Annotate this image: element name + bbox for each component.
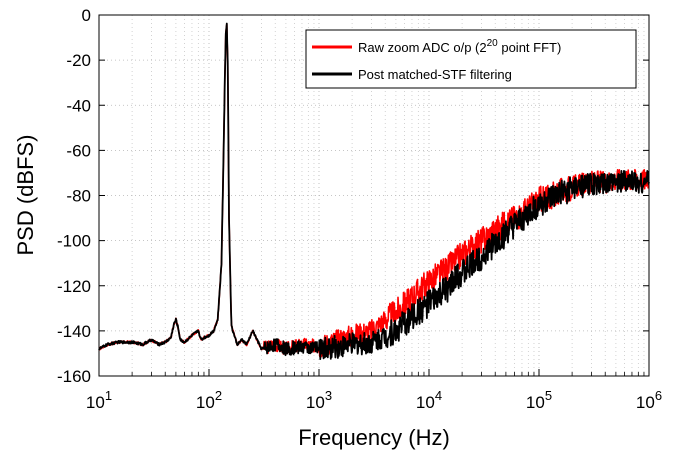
x-tick-label-exponent: 4	[435, 388, 442, 403]
series-post-matched-stf	[98, 22, 650, 360]
x-tick-label-base: 10	[526, 393, 545, 412]
x-tick-label-base: 10	[306, 393, 325, 412]
legend-box	[305, 29, 637, 89]
legend-label-raw-suffix: point FFT)	[498, 40, 562, 55]
y-tick-label: -120	[57, 277, 91, 296]
x-axis-label: Frequency (Hz)	[298, 425, 450, 450]
x-tick-label-exponent: 3	[325, 388, 332, 403]
x-tick-label: 105	[526, 388, 552, 412]
legend-label-raw-sup: 20	[487, 38, 499, 49]
x-tick-label-base: 10	[196, 393, 215, 412]
x-tick-label: 102	[196, 388, 222, 412]
ticks: 101 102 103 104 105 1060-20-40-60-80-100-120-…	[57, 6, 662, 412]
y-tick-label: -60	[66, 141, 91, 160]
x-tick-label-exponent: 2	[215, 388, 222, 403]
x-tick-label-exponent: 1	[105, 388, 112, 403]
legend-label-raw: Raw zoom ADC o/p (220 point FFT)	[358, 38, 561, 55]
y-axis-label: PSD (dBFS)	[13, 134, 38, 255]
x-tick-label: 101	[86, 388, 112, 412]
x-tick-label-exponent: 5	[545, 388, 552, 403]
x-tick-label: 103	[306, 388, 332, 412]
y-tick-label: 0	[82, 6, 91, 25]
y-tick-label: -160	[57, 367, 91, 386]
y-tick-label: -100	[57, 232, 91, 251]
y-tick-label: -40	[66, 96, 91, 115]
legend-label-post: Post matched-STF filtering	[358, 67, 512, 82]
legend-label-raw-prefix: Raw zoom ADC o/p (2	[358, 40, 487, 55]
x-tick-label-base: 10	[86, 393, 105, 412]
y-tick-label: -140	[57, 322, 91, 341]
series-layer	[98, 22, 650, 360]
y-tick-label: -20	[66, 51, 91, 70]
x-tick-label-base: 10	[416, 393, 435, 412]
x-tick-label: 106	[636, 388, 662, 412]
x-tick-label-exponent: 6	[655, 388, 662, 403]
y-tick-label: -80	[66, 187, 91, 206]
x-tick-label: 104	[416, 388, 442, 412]
x-tick-label-base: 10	[636, 393, 655, 412]
legend: Raw zoom ADC o/p (220 point FFT) Post ma…	[305, 29, 637, 89]
